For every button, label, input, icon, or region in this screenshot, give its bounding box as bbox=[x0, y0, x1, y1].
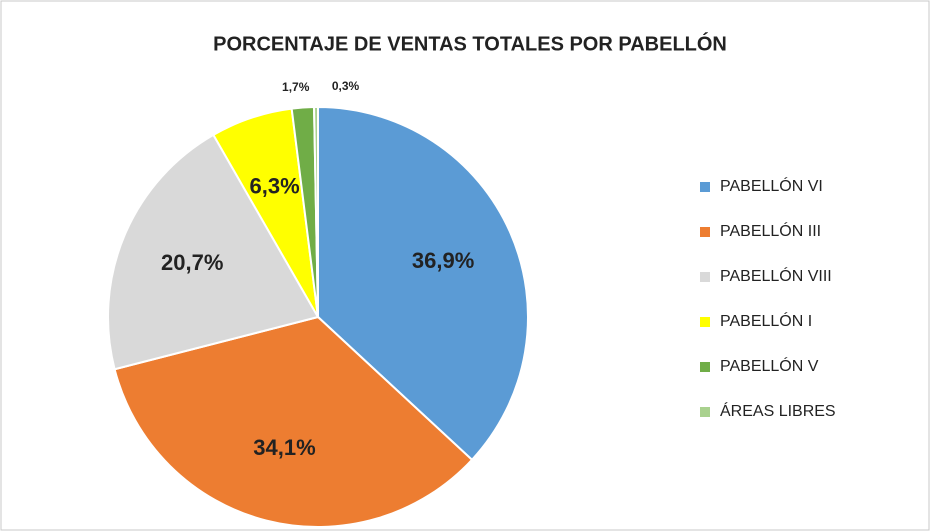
data-label: 34,1% bbox=[253, 435, 315, 460]
data-label: 6,3% bbox=[250, 173, 300, 198]
legend-marker bbox=[700, 407, 710, 417]
legend-label: ÁREAS LIBRES bbox=[720, 401, 836, 420]
legend-marker bbox=[700, 272, 710, 282]
pie-slice bbox=[317, 105, 529, 462]
chart-title: PORCENTAJE DE VENTAS TOTALES POR PABELLÓ… bbox=[213, 31, 727, 55]
legend-label: PABELLÓN VIII bbox=[720, 266, 832, 285]
legend-label: PABELLÓN V bbox=[720, 356, 819, 375]
legend-marker bbox=[700, 182, 710, 192]
data-label: 1,7% bbox=[282, 80, 310, 94]
legend-label: PABELLÓN VI bbox=[720, 176, 823, 195]
data-label: 20,7% bbox=[161, 250, 223, 275]
legend-label: PABELLÓN I bbox=[720, 311, 812, 330]
legend-label: PABELLÓN III bbox=[720, 221, 821, 240]
data-label: 36,9% bbox=[412, 248, 474, 273]
pie-slice bbox=[113, 315, 474, 528]
pie-slice bbox=[313, 105, 319, 318]
data-label: 0,3% bbox=[332, 79, 360, 93]
pie-slice bbox=[107, 133, 320, 371]
legend-marker bbox=[700, 227, 710, 237]
legend-marker bbox=[700, 362, 710, 372]
legend-marker bbox=[700, 317, 710, 327]
